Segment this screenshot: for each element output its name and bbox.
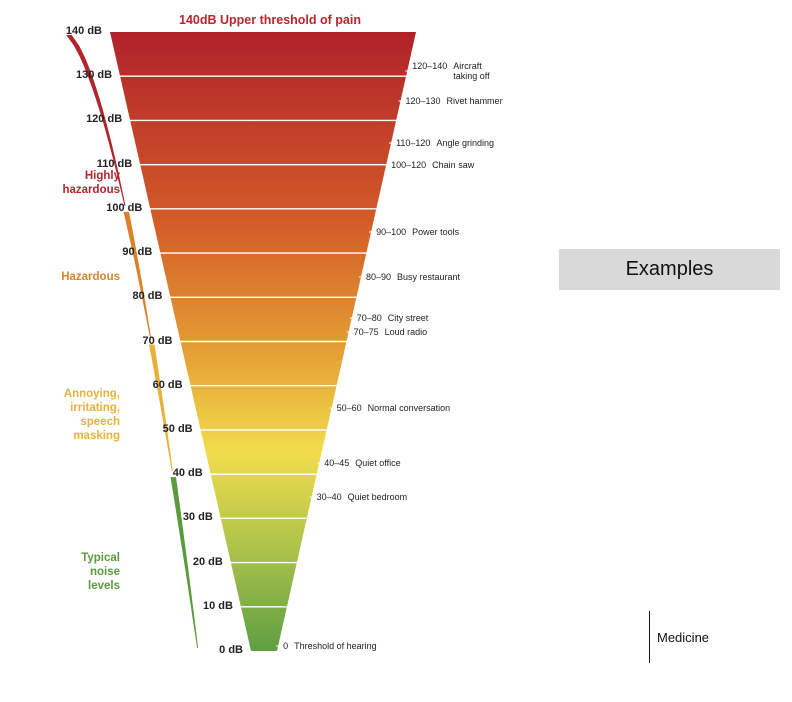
db-label-40: 40 dB xyxy=(172,467,203,480)
example-connectors xyxy=(276,70,412,647)
zone-label-line: hazardous xyxy=(62,184,120,196)
db-label-110: 110 dB xyxy=(96,157,133,170)
db-label-80: 80 dB xyxy=(132,290,163,303)
example-item: 0 Threshold of hearing xyxy=(283,641,377,651)
zone-bands xyxy=(66,35,199,648)
db-label-20: 20 dB xyxy=(192,555,223,568)
example-range: 90–100 xyxy=(376,227,407,237)
zone-label-line: masking xyxy=(73,430,120,442)
zone-label: Annoying, irritating, speech masking xyxy=(8,387,120,443)
example-description: taking off xyxy=(453,71,490,81)
example-range: 70–75 xyxy=(353,327,379,337)
zone-label: Typical noise levels xyxy=(8,551,120,593)
db-label-90: 90 dB xyxy=(122,246,153,259)
zone-label: Hazardous xyxy=(8,270,120,284)
example-item: 30–40 Quiet bedroom xyxy=(317,492,408,502)
pain-threshold-title: 140dB Upper threshold of pain xyxy=(179,13,361,27)
example-description: Busy restaurant xyxy=(397,272,461,282)
zone-band xyxy=(170,477,199,648)
example-description: Quiet office xyxy=(355,458,401,468)
example-range: 50–60 xyxy=(336,403,362,413)
medicine-label: Medicine xyxy=(657,630,710,645)
example-range: 0 xyxy=(283,641,289,651)
examples-button[interactable]: Examples xyxy=(559,249,780,290)
db-label-70: 70 dB xyxy=(142,334,173,347)
example-range: 120–140 xyxy=(412,61,448,71)
example-description: Chain saw xyxy=(432,160,475,170)
zone-label-line: levels xyxy=(88,580,120,592)
example-description: Power tools xyxy=(412,227,460,237)
example-description: Threshold of hearing xyxy=(294,641,377,651)
example-range: 120–130 xyxy=(405,96,441,106)
db-label-130: 130 dB xyxy=(75,69,113,82)
zone-label: Highly hazardous xyxy=(8,169,120,197)
example-item: 100–120 Chain saw xyxy=(391,160,474,170)
db-label-0: 0 dB xyxy=(219,644,243,656)
db-label-140: 140 dB xyxy=(65,25,102,37)
example-item: 120–140 Aircraft taking off xyxy=(412,61,489,81)
zone-band xyxy=(123,211,152,339)
zone-label-line: irritating, xyxy=(70,402,120,414)
example-description: Angle grinding xyxy=(436,138,494,148)
example-description: Rivet hammer xyxy=(446,96,503,106)
zone-label-line: Annoying, xyxy=(63,388,120,400)
db-label-30: 30 dB xyxy=(182,511,213,524)
example-item: 40–45 Quiet office xyxy=(324,458,400,468)
db-label-100: 100 dB xyxy=(106,201,143,214)
example-description: Normal conversation xyxy=(367,403,451,413)
funnel-gridlines xyxy=(114,75,407,608)
example-item: 70–75 Loud radio xyxy=(354,327,428,337)
zone-label-line: Hazardous xyxy=(61,271,120,283)
zone-label-line: speech xyxy=(80,416,120,428)
example-item: 50–60 Normal conversation xyxy=(337,403,451,413)
examples-button-label: Examples xyxy=(625,258,714,280)
zone-label-line: Typical xyxy=(81,552,120,564)
example-item: 70–80 City street xyxy=(357,313,429,323)
example-range: 30–40 xyxy=(316,492,342,502)
example-item: 80–90 Busy restaurant xyxy=(366,272,460,282)
example-description: City street xyxy=(387,313,429,323)
zone-label-line: noise xyxy=(89,566,120,578)
db-label-50: 50 dB xyxy=(162,422,193,435)
example-item: 120–130 Rivet hammer xyxy=(406,96,503,106)
example-range: 80–90 xyxy=(365,272,391,282)
zone-band xyxy=(149,344,173,472)
db-label-120: 120 dB xyxy=(86,113,123,126)
example-description: Loud radio xyxy=(384,327,428,337)
zone-label-line: Highly xyxy=(84,170,120,182)
example-range: 100–120 xyxy=(391,160,427,170)
example-item: 90–100 Power tools xyxy=(376,227,459,237)
divider-rule xyxy=(649,611,650,663)
example-description: Quiet bedroom xyxy=(347,492,408,502)
example-range: 70–80 xyxy=(356,313,382,323)
example-range: 110–120 xyxy=(396,138,431,148)
example-range: 40–45 xyxy=(324,458,350,468)
db-label-60: 60 dB xyxy=(152,378,183,391)
db-label-10: 10 dB xyxy=(202,599,233,612)
example-item: 110–120 Angle grinding xyxy=(396,138,494,148)
example-description: Aircraft xyxy=(453,61,482,71)
